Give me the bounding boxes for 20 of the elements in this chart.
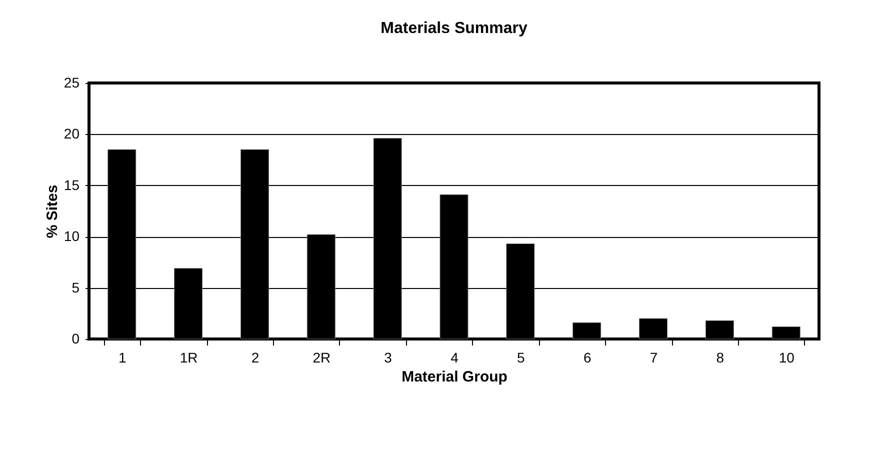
x-tick-label: 8 [716, 350, 724, 366]
x-tick-label: 3 [384, 350, 392, 366]
y-tick-label: 25 [64, 74, 80, 90]
x-tick-label: 2 [251, 350, 260, 366]
x-tick-label: 2R [312, 350, 331, 366]
x-axis-title: Material Group [402, 368, 508, 386]
x-tick-label: 4 [450, 350, 459, 366]
y-axis-title: % Sites [44, 184, 61, 238]
y-tick-label: 20 [64, 126, 80, 142]
chart-title: Materials Summary [380, 20, 528, 37]
x-tick-label: 6 [583, 350, 592, 366]
x-tick-label: 10 [778, 350, 795, 366]
y-tick-label: 10 [64, 228, 80, 244]
y-tick-label: 15 [64, 176, 80, 193]
x-tick-label: 1R [180, 350, 198, 366]
y-tick-label: 5 [72, 279, 80, 296]
x-tick-label: 1 [118, 350, 126, 366]
y-tick-label: 0 [72, 330, 80, 346]
x-tick-label: 5 [517, 350, 526, 366]
x-tick-label: 7 [650, 350, 658, 366]
